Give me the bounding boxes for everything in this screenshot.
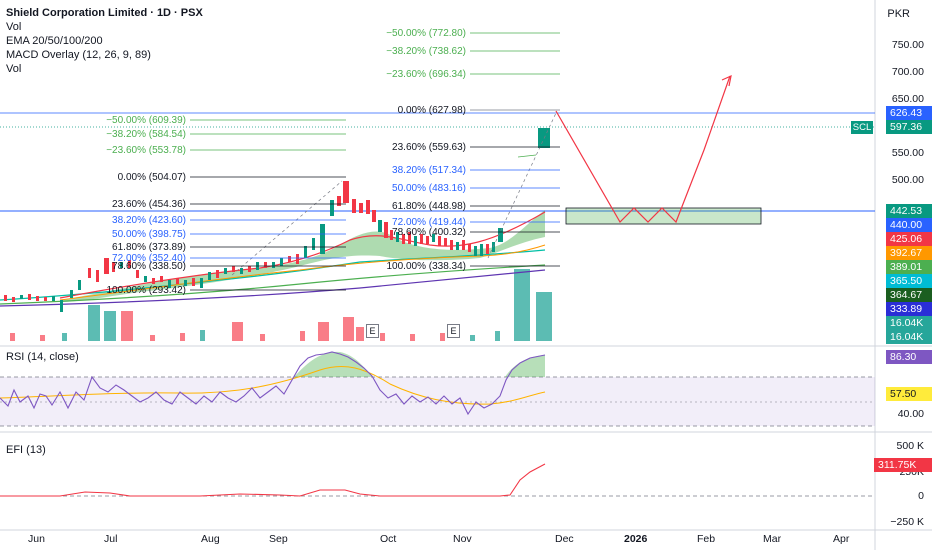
- time-axis-label: Dec: [555, 533, 574, 545]
- time-axis-label: Oct: [380, 533, 397, 545]
- target-zone[interactable]: [565, 207, 762, 225]
- price-tag: 626.43: [886, 106, 932, 120]
- fib-lower-label: 100.00% (293.42): [106, 285, 186, 296]
- rsi-label[interactable]: RSI (14, close): [6, 351, 79, 363]
- earnings-event-icon[interactable]: E: [447, 324, 460, 338]
- fib-upper-label: −38.20% (738.62): [386, 46, 466, 57]
- ema-ribbon: [60, 210, 545, 302]
- fib-lower-lines: [190, 119, 346, 291]
- price-tag: 440.00: [886, 218, 932, 232]
- time-axis-label: Apr: [833, 533, 850, 545]
- projection-path: [555, 75, 731, 224]
- fib-upper-label: 61.80% (448.98): [392, 201, 466, 212]
- symbol-tag: SCL: [851, 121, 873, 134]
- rsi-tag: 86.30: [886, 350, 932, 364]
- efi-axis-label: 0: [918, 490, 924, 502]
- rsi-ma-tag: 57.50: [886, 387, 932, 401]
- price-axis-label: 750.00: [891, 39, 924, 51]
- fib-upper-label: 23.60% (559.63): [392, 142, 466, 153]
- efi-axis-label: 500 K: [896, 440, 924, 452]
- time-axis-label: Sep: [269, 533, 288, 545]
- fib-upper-label: −23.60% (696.34): [386, 69, 466, 80]
- price-axis-label: 650.00: [891, 93, 924, 105]
- price-tag: 364.67: [886, 288, 932, 302]
- fib-lower-label: 78.60% (338.50): [112, 261, 186, 272]
- price-axis-label: 550.00: [891, 147, 924, 159]
- legend-line-4: Vol: [6, 63, 22, 75]
- rsi-axis-label: 40.00: [897, 408, 924, 420]
- fib-upper-label: 50.00% (483.16): [392, 183, 466, 194]
- fib-lower-label: −23.60% (553.78): [106, 145, 186, 156]
- efi-axis-label: −250 K: [890, 516, 924, 528]
- price-tag: 597.36: [886, 120, 932, 134]
- time-axis-label: 2026: [624, 533, 648, 545]
- earnings-event-icon[interactable]: E: [366, 324, 379, 338]
- fib-lower-label: 0.00% (504.07): [118, 172, 186, 183]
- rsi-band: [0, 377, 875, 426]
- price-tag: 16.04K: [886, 330, 932, 344]
- price-tag: 392.67: [886, 246, 932, 260]
- legend-line-2: EMA 20/50/100/200: [6, 35, 103, 47]
- legend-line-3: MACD Overlay (12, 26, 9, 89): [6, 49, 151, 61]
- rsi-ma-line: [0, 366, 546, 405]
- time-axis-label: Mar: [763, 533, 782, 545]
- fib-upper-lines: [470, 32, 560, 267]
- chart-legend: Shield Corporation Limited · 1D · PSX Vo…: [6, 6, 203, 76]
- efi-label[interactable]: EFI (13): [6, 444, 46, 456]
- fib-lower-label: 50.00% (398.75): [112, 229, 186, 240]
- fib-lower-label: 23.60% (454.36): [112, 199, 186, 210]
- fib-upper-label: 38.20% (517.34): [392, 165, 466, 176]
- fib-lower-label: 72.00% (352.40): [112, 253, 186, 264]
- fib-upper-label: −50.00% (772.80): [386, 28, 466, 39]
- currency-label[interactable]: PKR: [887, 8, 910, 20]
- rsi-line: [0, 351, 546, 416]
- fib-upper-label: 72.00% (419.44): [392, 217, 466, 228]
- price-axis-label: 500.00: [891, 174, 924, 186]
- time-axis-label: Jun: [28, 533, 45, 545]
- fib-upper-label: 100.00% (338.34): [386, 261, 466, 272]
- fib-lower-label: 61.80% (373.89): [112, 242, 186, 253]
- time-axis-label: Feb: [697, 533, 716, 545]
- volume-bars: [10, 269, 552, 341]
- price-axis-label: 700.00: [891, 66, 924, 78]
- price-tag: 389.01: [886, 260, 932, 274]
- efi-tag: 311.75K: [874, 458, 932, 472]
- time-axis-label: Nov: [453, 533, 472, 545]
- legend-line-1: Vol: [6, 21, 22, 33]
- price-tag: 425.06: [886, 232, 932, 246]
- fib-lower-label: −50.00% (609.39): [106, 115, 186, 126]
- price-tag: 16.04K: [886, 316, 932, 330]
- price-tag: 442.53: [886, 204, 932, 218]
- time-axis-label: Jul: [104, 533, 118, 545]
- fib-upper-label: 78.60% (400.32): [392, 227, 466, 238]
- efi-line: [0, 463, 546, 497]
- time-axis-label: Aug: [201, 533, 220, 545]
- fib-lower-label: 38.20% (423.60): [112, 215, 186, 226]
- fib-lower-label: −38.20% (584.54): [106, 129, 186, 140]
- price-tag: 365.50: [886, 274, 932, 288]
- fib-upper-label: 0.00% (627.98): [398, 105, 466, 116]
- symbol-title[interactable]: Shield Corporation Limited · 1D · PSX: [6, 7, 203, 19]
- price-tag: 333.89: [886, 302, 932, 316]
